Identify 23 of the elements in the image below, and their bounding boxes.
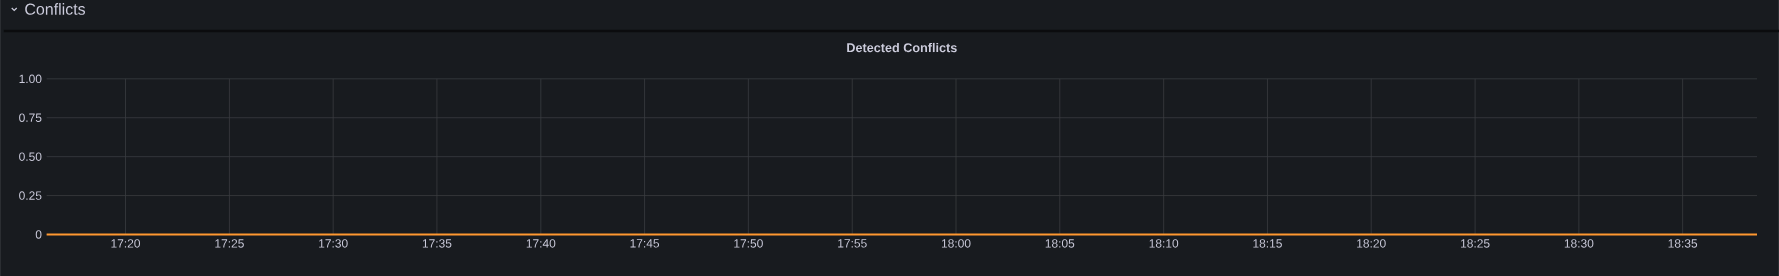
- x-tick-label: 17:45: [630, 238, 660, 248]
- x-tick-label: 17:25: [215, 238, 244, 248]
- y-tick-label: 0: [35, 230, 42, 239]
- x-tick-label: 17:50: [734, 238, 763, 248]
- x-tick-label: 17:55: [838, 238, 867, 248]
- x-tick-label: 17:30: [319, 238, 348, 248]
- x-tick-label: 18:10: [1149, 238, 1179, 248]
- x-tick-label: 18:25: [1461, 238, 1490, 248]
- x-tick-label: 17:20: [111, 238, 141, 248]
- x-tick-label: 18:15: [1253, 238, 1282, 248]
- x-tick-label: 18:35: [1668, 238, 1698, 248]
- y-tick-label: 1.00: [19, 74, 42, 83]
- text: Conflicts: [25, 2, 86, 15]
- x-tick-label: 17:35: [422, 238, 452, 248]
- y-tick-label: 0.75: [19, 113, 42, 122]
- y-tick-label: 0.50: [19, 152, 42, 161]
- y-tick-label: 0.25: [19, 191, 42, 200]
- x-tick-label: 18:05: [1045, 238, 1075, 248]
- chart-title: Detected Conflicts: [847, 42, 957, 52]
- x-tick-label: 18:00: [941, 238, 971, 248]
- x-tick-label: 17:40: [526, 238, 556, 248]
- x-tick-label: 18:20: [1357, 238, 1386, 248]
- x-tick-label: 18:30: [1564, 238, 1594, 248]
